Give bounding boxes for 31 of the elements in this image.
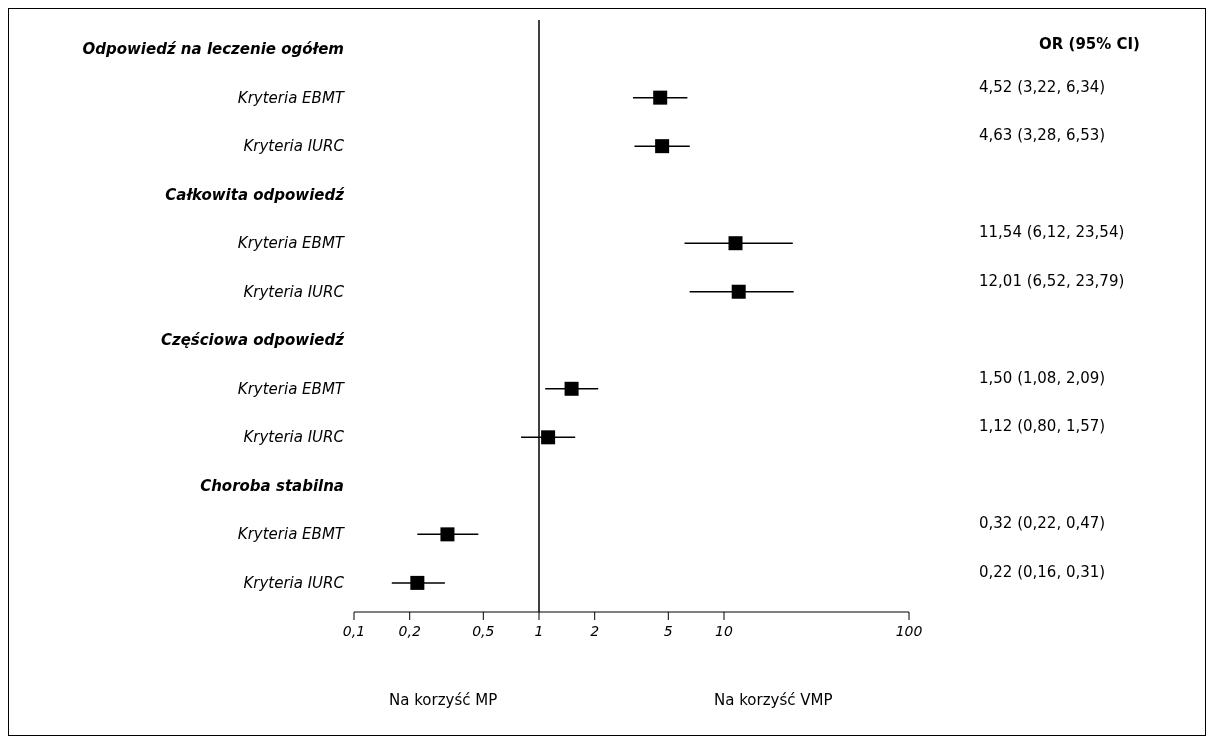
y-tick-label: Choroba stabilna — [200, 476, 344, 495]
text: 1,50 (1,08, 2,09) — [979, 368, 1106, 387]
text: Na korzyść MP — [389, 691, 498, 709]
y-tick-label: Kryteria IURC — [243, 137, 345, 156]
y-tick-label: Kryteria IURC — [243, 428, 345, 447]
text: 1,12 (0,80, 1,57) — [979, 417, 1106, 436]
text: Na korzyść VMP — [714, 691, 833, 709]
x-tick-label: 2 — [590, 623, 600, 639]
x-tick-label: 1 — [534, 623, 544, 639]
x-tick-label: 0,1 — [342, 623, 366, 639]
y-tick-label: Całkowita odpowiedź — [165, 185, 346, 204]
y-tick-label: Kryteria IURC — [243, 573, 345, 592]
text: 12,01 (6,52, 23,79) — [979, 271, 1125, 290]
text: 4,63 (3,28, 6,53) — [979, 126, 1106, 145]
y-tick-label: Częściowa odpowiedź — [160, 331, 346, 350]
y-tick-label: Kryteria EBMT — [237, 234, 346, 253]
x-tick-label: 100 — [895, 623, 923, 639]
y-tick-label: Kryteria IURC — [243, 282, 345, 301]
x-tick-label: 10 — [715, 623, 733, 639]
x-tick-label: 0,5 — [472, 623, 495, 639]
text: 0,22 (0,16, 0,31) — [979, 562, 1106, 581]
y-tick-label: Kryteria EBMT — [237, 88, 346, 107]
x-tick-label: 0,2 — [398, 623, 421, 639]
text: 4,52 (3,22, 6,34) — [979, 77, 1106, 96]
text: OR (95% CI) — [1039, 35, 1140, 53]
x-tick-label: 5 — [663, 623, 673, 639]
y-tick-label: Kryteria EBMT — [237, 525, 346, 544]
y-tick-label: Kryteria EBMT — [237, 379, 346, 398]
y-tick-label: Odpowiedź na leczenie ogółem — [82, 40, 344, 59]
text: 0,32 (0,22, 0,47) — [979, 514, 1106, 533]
text: 11,54 (6,12, 23,54) — [979, 223, 1125, 242]
